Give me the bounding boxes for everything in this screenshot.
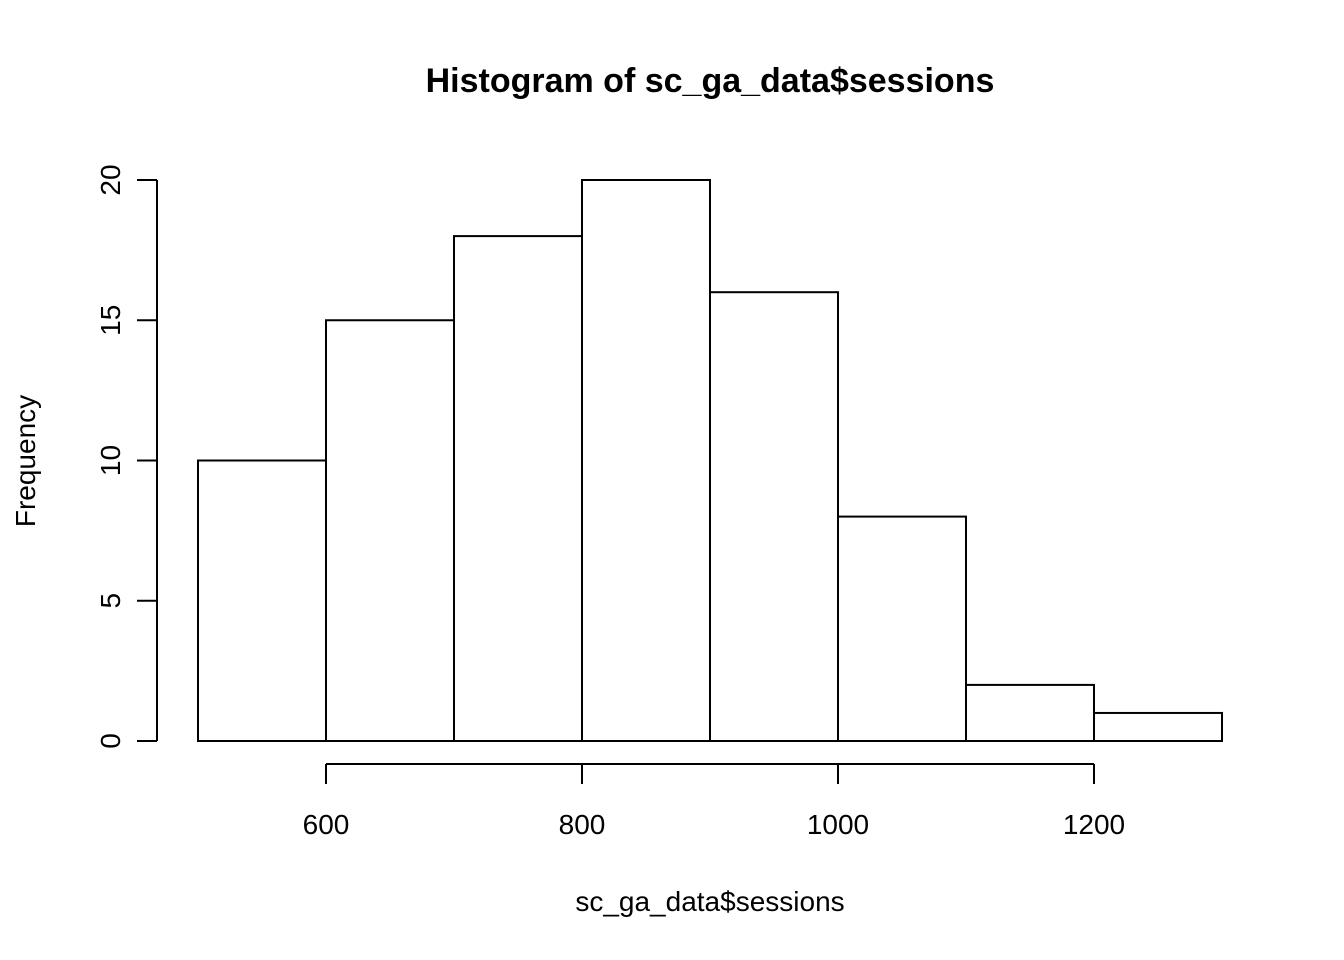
x-tick-label: 1200 [1063,809,1125,840]
bars-group [197,179,1223,743]
y-tick-label: 20 [95,164,126,195]
histogram-bar-3 [453,235,583,742]
histogram-bar-5 [709,291,839,742]
x-tick-label: 800 [559,809,606,840]
y-tick-label: 5 [95,593,126,609]
x-tick-label: 600 [303,809,350,840]
histogram-bar-7 [965,683,1095,743]
y-axis: 0 5 10 15 20 [95,164,158,749]
y-axis-label: Frequency [10,395,41,527]
y-tick-label: 10 [95,445,126,476]
histogram-bar-2 [325,319,455,742]
histogram-bar-8 [1093,711,1223,743]
y-tick-label: 15 [95,305,126,336]
histogram-bar-4 [581,179,711,742]
chart-title: Histogram of sc_ga_data$sessions [426,62,995,100]
histogram-bar-6 [837,515,967,742]
histogram-bar-1 [197,459,327,742]
y-tick-label: 0 [95,733,126,749]
x-axis: 600 800 1000 1200 [303,763,1125,840]
x-axis-label: sc_ga_data$sessions [575,886,844,917]
x-tick-label: 1000 [807,809,869,840]
